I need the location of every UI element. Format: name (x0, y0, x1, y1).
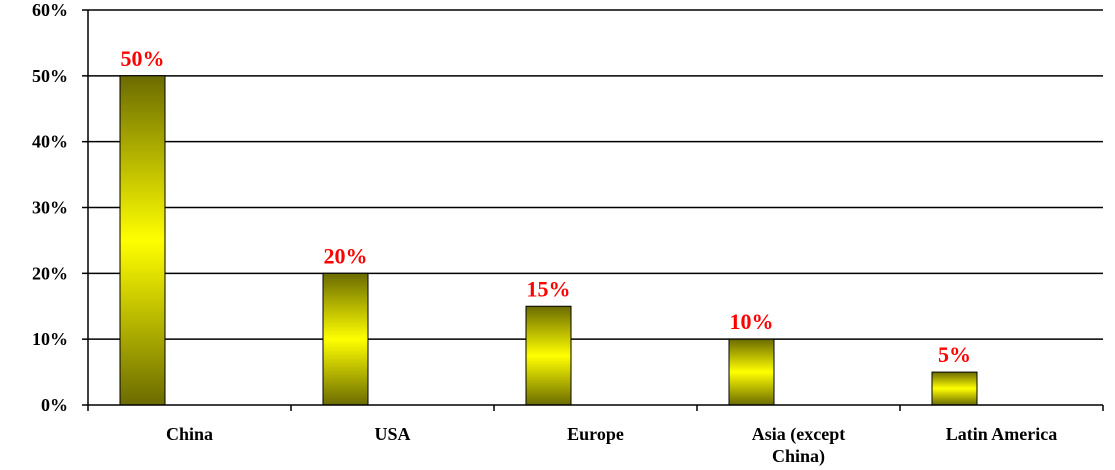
data-label: 15% (527, 276, 571, 301)
y-tick-label: 60% (32, 0, 68, 20)
y-tick-label: 10% (32, 329, 68, 349)
y-tick-label: 50% (32, 66, 68, 86)
x-category-label: Europe (567, 424, 624, 444)
x-category-label: China (166, 424, 213, 444)
y-tick-label: 20% (32, 263, 68, 283)
bar (525, 305, 572, 406)
x-category-label: USA (374, 424, 410, 444)
data-label: 10% (730, 309, 774, 334)
x-category-label: Asia (except China) (752, 424, 845, 467)
data-label: 50% (121, 46, 165, 71)
bar (119, 75, 166, 406)
x-axis-category-labels: China USA Europe Asia (except China) Latin Am… (166, 424, 1057, 467)
gridlines (88, 9, 1103, 340)
y-tick-label: 40% (32, 132, 68, 152)
y-tick-label: 30% (32, 198, 68, 218)
data-label: 20% (324, 243, 368, 268)
bar (322, 272, 369, 406)
x-category-label: Latin America (946, 424, 1057, 444)
bar (728, 338, 775, 406)
bars (119, 75, 978, 406)
bar (931, 371, 978, 406)
data-labels: 50% 20% 15% 10% 5% (121, 46, 972, 367)
axes (87, 10, 1104, 411)
y-axis-tick-labels: 0% 10% 20% 30% 40% 50% 60% (32, 0, 88, 415)
data-label: 5% (938, 342, 971, 367)
y-tick-label: 0% (41, 395, 68, 415)
